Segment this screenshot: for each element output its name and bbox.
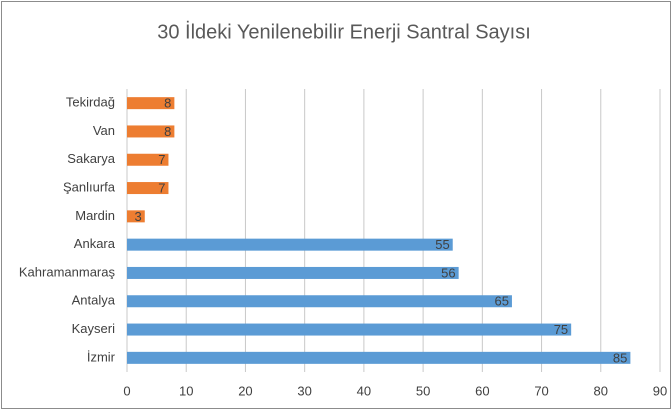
data-label: 3 — [135, 209, 142, 224]
data-label: 8 — [164, 124, 171, 139]
data-label: 56 — [441, 265, 455, 280]
bar — [127, 153, 169, 166]
y-tick-label: Mardin — [75, 208, 115, 223]
data-label: 8 — [164, 96, 171, 111]
x-tick-label: 20 — [238, 383, 252, 398]
bar — [127, 125, 175, 138]
data-label: 75 — [554, 322, 568, 337]
x-tick-label: 60 — [475, 383, 489, 398]
x-tick-label: 40 — [357, 383, 371, 398]
y-tick-label: Şanlıurfa — [63, 179, 116, 194]
bar — [127, 97, 175, 110]
y-tick-label: Ankara — [74, 236, 116, 251]
y-tick-label: Kayseri — [72, 321, 115, 336]
chart-title: 30 İldeki Yenilenebilir Enerji Santral S… — [157, 20, 531, 43]
y-tick-label: Sakarya — [67, 151, 115, 166]
bar — [127, 351, 631, 364]
y-tick-label: Antalya — [72, 293, 116, 308]
x-tick-label: 80 — [594, 383, 608, 398]
y-tick-label: Van — [93, 123, 115, 138]
y-tick-label: Kahramanmaraş — [19, 264, 116, 279]
y-tick-label: Tekirdağ — [66, 95, 115, 110]
bar — [127, 266, 459, 279]
data-label: 55 — [435, 237, 449, 252]
x-tick-label: 0 — [123, 383, 130, 398]
x-tick-label: 50 — [416, 383, 430, 398]
data-label: 85 — [613, 350, 627, 365]
y-tick-label: İzmir — [87, 349, 116, 364]
bar — [127, 323, 572, 336]
bar — [127, 210, 145, 223]
bar — [127, 295, 512, 308]
bar — [127, 238, 453, 251]
data-label: 7 — [158, 152, 165, 167]
x-tick-label: 70 — [534, 383, 548, 398]
x-tick-label: 90 — [653, 383, 667, 398]
x-tick-label: 10 — [179, 383, 193, 398]
bar — [127, 182, 169, 195]
data-label: 7 — [158, 180, 165, 195]
x-tick-label: 30 — [297, 383, 311, 398]
data-label: 65 — [494, 294, 508, 309]
